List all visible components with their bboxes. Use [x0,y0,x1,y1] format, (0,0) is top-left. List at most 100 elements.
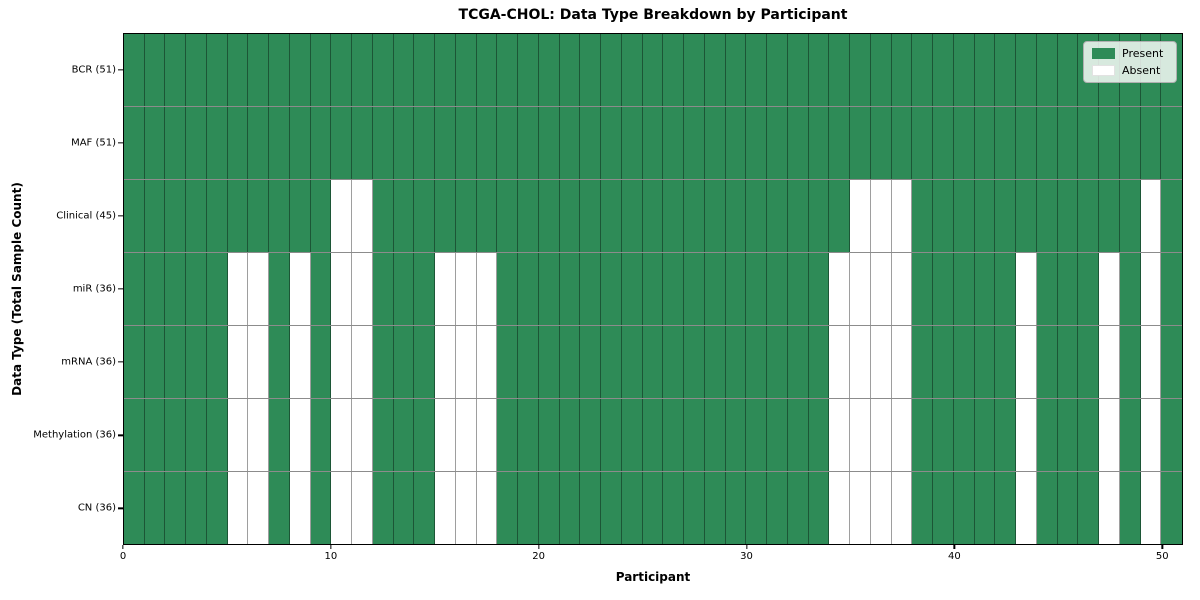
legend-present-label: Present [1122,47,1164,60]
heatmap-cell [621,34,643,106]
heatmap-cell [601,253,622,325]
heatmap-cell [704,107,726,179]
heatmap-cell [372,34,394,106]
heatmap-cell [933,107,954,179]
heatmap-cell [414,326,436,398]
heatmap-cell [435,107,456,179]
heatmap-cell [953,180,975,252]
y-tick-label: mRNA (36) [61,356,116,368]
x-tick-mark [122,545,124,549]
heatmap-cell [455,253,477,325]
heatmap-cell [704,34,726,106]
heatmap-cell [1078,253,1100,325]
heatmap-cell [165,253,187,325]
heatmap-cell [206,107,228,179]
heatmap-cell [912,326,934,398]
heatmap-cell [165,472,187,544]
heatmap-cell [476,399,498,471]
heatmap-cell [393,472,415,544]
x-tick-label: 50 [1155,551,1169,562]
x-tick-label: 10 [324,551,338,562]
heatmap-cell [165,399,187,471]
heatmap-cell [1119,107,1141,179]
heatmap-cell [1036,34,1058,106]
heatmap-cell [310,326,332,398]
heatmap-cell [124,253,145,325]
heatmap-cell [165,34,187,106]
heatmap-cell [269,399,290,471]
heatmap-cell [621,253,643,325]
heatmap-cell [663,253,685,325]
heatmap-cell [497,399,519,471]
heatmap-cell [414,399,436,471]
heatmap-cell [974,180,996,252]
heatmap-cell [518,326,539,398]
heatmap-cell [144,34,166,106]
heatmap-cell [538,34,560,106]
heatmap-cell [995,472,1017,544]
heatmap-cell [1036,253,1058,325]
y-tick-mark [118,288,123,290]
heatmap-cell [227,180,249,252]
heatmap-cell [746,107,768,179]
heatmap-cell [1119,326,1141,398]
heatmap-cell [684,34,705,106]
heatmap-cell [414,180,436,252]
heatmap-cell [372,107,394,179]
heatmap-cell [704,180,726,252]
heatmap-cell [850,180,871,252]
heatmap-cell [933,472,954,544]
heatmap-cell [787,326,809,398]
heatmap-cell [538,180,560,252]
heatmap-cell [269,472,290,544]
heatmap-cell [663,399,685,471]
heatmap-cell [331,472,353,544]
x-tick-mark [953,545,956,549]
heatmap-cell [642,253,664,325]
heatmap-cell [186,472,207,544]
heatmap-row [124,34,1182,107]
heatmap-cell [850,107,871,179]
heatmap-cell [1036,107,1058,179]
heatmap-cell [1161,326,1182,398]
heatmap-cell [393,34,415,106]
heatmap-cell [1099,472,1120,544]
heatmap-cell [704,472,726,544]
heatmap-cell [227,253,249,325]
heatmap-cell [435,34,456,106]
heatmap-cell [725,180,747,252]
heatmap-cell [289,34,311,106]
heatmap-cell [601,326,622,398]
heatmap-cell [538,472,560,544]
heatmap-cell [538,107,560,179]
heatmap-cell [455,326,477,398]
heatmap-cell [538,326,560,398]
heatmap-cell [870,326,892,398]
heatmap-cell [1099,180,1120,252]
heatmap-cell [601,180,622,252]
heatmap-cell [704,253,726,325]
heatmap-cell [1057,34,1079,106]
heatmap-cell [684,326,705,398]
heatmap-cell [559,326,581,398]
y-axis-label: Data Type (Total Sample Count) [10,182,24,396]
heatmap-cell [642,472,664,544]
heatmap-cell [684,399,705,471]
heatmap-cell [1140,180,1162,252]
heatmap-cell [995,326,1017,398]
heatmap-cell [186,326,207,398]
heatmap-cell [393,253,415,325]
heatmap-cell [1099,107,1120,179]
heatmap-cell [455,107,477,179]
heatmap-cell [559,34,581,106]
heatmap-cell [372,472,394,544]
heatmap-cell [787,472,809,544]
heatmap-cell [248,253,270,325]
heatmap-cell [310,107,332,179]
heatmap-cell [995,34,1017,106]
y-tick-label: Methylation (36) [33,429,116,441]
heatmap-cell [974,326,996,398]
heatmap-cell [767,180,788,252]
heatmap-cell [269,34,290,106]
